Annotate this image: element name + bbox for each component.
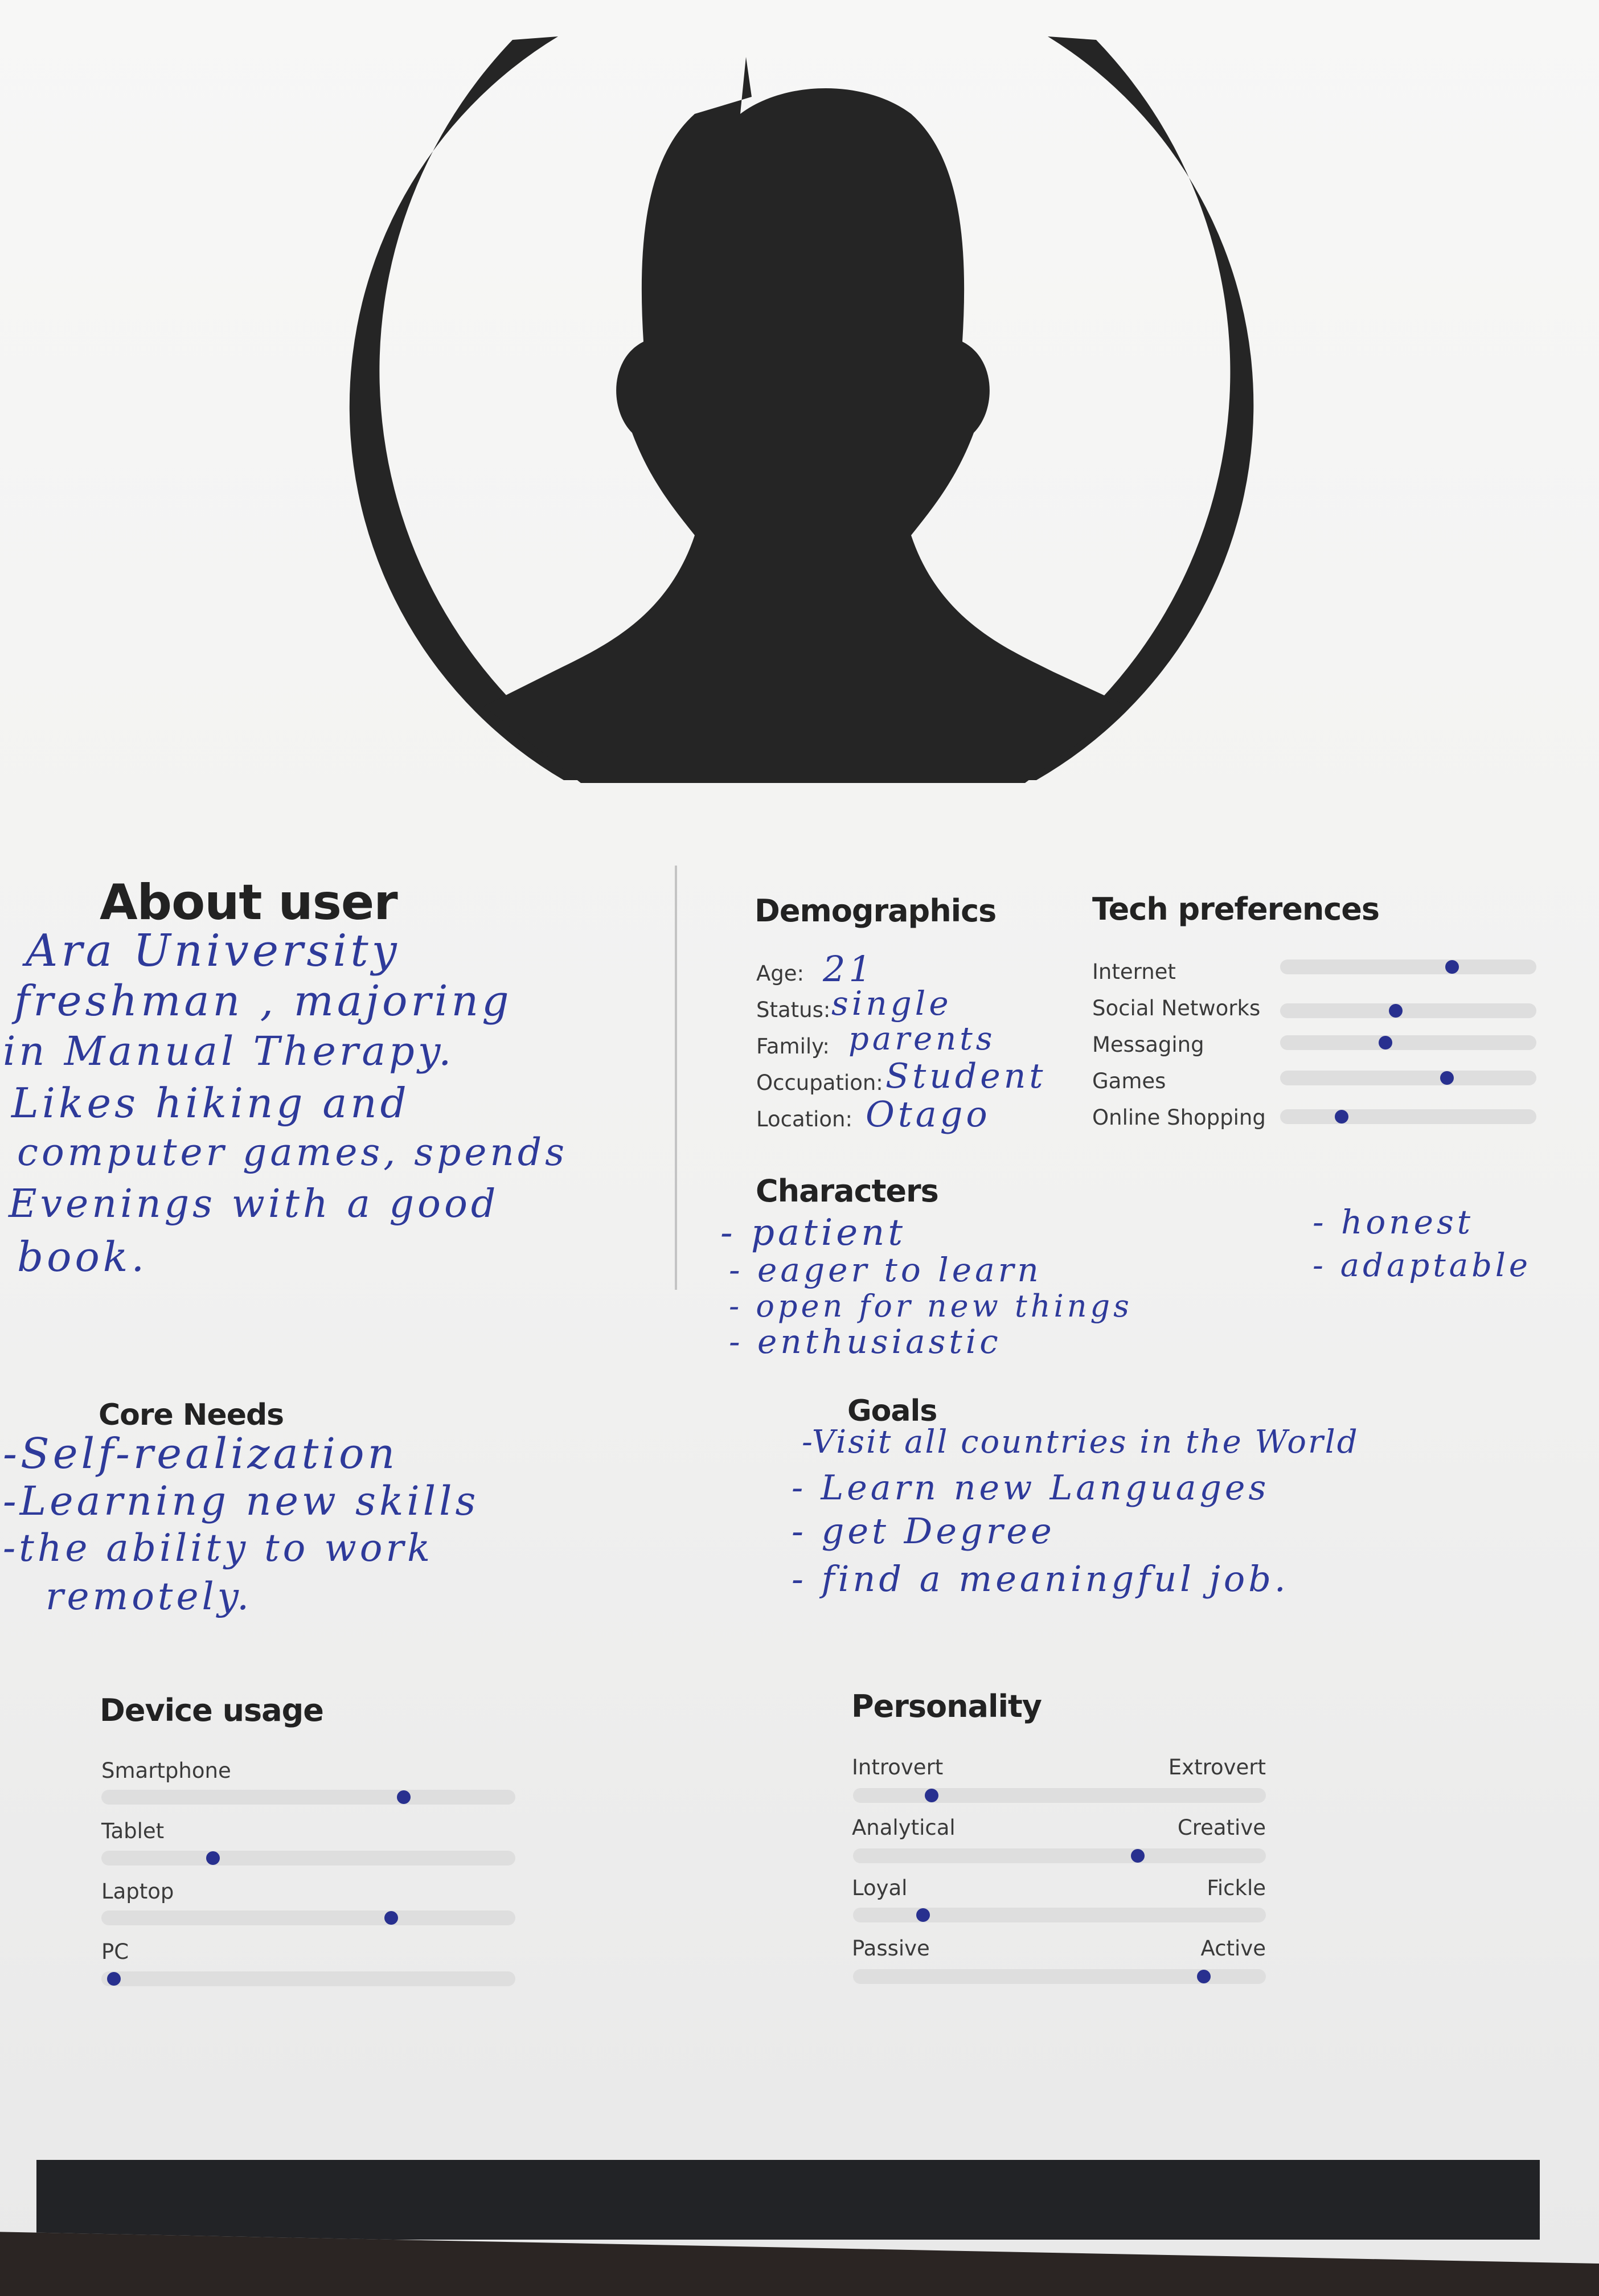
loyal-fickle-slider (853, 1908, 1266, 1922)
characters-title: Characters (756, 1173, 939, 1209)
slider-knob (384, 1911, 398, 1925)
about-line: Ara University (26, 925, 400, 977)
games-slider (1280, 1071, 1536, 1085)
slider-knob (916, 1908, 930, 1922)
character-item: - honest (1313, 1203, 1474, 1241)
family-label: Family: (756, 1034, 830, 1059)
pc-slider (101, 1971, 515, 1986)
about-line: Likes hiking and (11, 1079, 410, 1127)
core-needs-title: Core Needs (99, 1398, 284, 1432)
location-label: Location: (756, 1107, 852, 1131)
smartphone-slider (101, 1790, 515, 1805)
trait-left-label: Passive (852, 1936, 930, 1961)
slider-knob (106, 1972, 121, 1986)
about-line: computer games, spends (17, 1130, 568, 1174)
tech-label: Messaging (1092, 1032, 1204, 1057)
slider-knob (1335, 1110, 1348, 1124)
analytical-creative-slider (853, 1848, 1266, 1863)
slider-knob (1445, 960, 1459, 974)
internet-slider (1280, 960, 1536, 974)
goal-item: - get Degree (792, 1510, 1055, 1552)
occupation-value: Student (885, 1056, 1047, 1096)
status-value: single (831, 984, 952, 1023)
about-line: Evenings with a good (9, 1182, 499, 1227)
goal-item: -Visit all countries in the World (802, 1424, 1359, 1461)
about-line: book. (17, 1233, 148, 1281)
about-line: freshman , majoring (14, 977, 512, 1026)
slider-knob (924, 1789, 938, 1802)
occupation-label: Occupation: (756, 1071, 883, 1095)
location-value: Otago (866, 1093, 991, 1135)
slider-knob (1388, 1004, 1403, 1018)
core-need-item: -the ability to work (3, 1526, 434, 1570)
trait-right-label: Active (1200, 1936, 1266, 1961)
about-line: in Manual Therapy. (3, 1028, 455, 1075)
device-label: Smartphone (101, 1758, 231, 1783)
slider-knob (1440, 1071, 1454, 1085)
device-usage-title: Device usage (100, 1692, 324, 1728)
family-value: parents (848, 1020, 996, 1057)
slider-knob (1197, 1970, 1211, 1983)
tablet-slider (101, 1851, 515, 1866)
core-need-item: -Self-realization (3, 1429, 399, 1478)
trait-right-label: Fickle (1207, 1876, 1266, 1900)
age-value: 21 (823, 948, 875, 990)
tech-label: Internet (1092, 960, 1176, 984)
laptop-slider (101, 1910, 515, 1925)
core-need-item: remotely. (46, 1575, 253, 1618)
online-shopping-slider (1280, 1109, 1536, 1124)
social-networks-slider (1280, 1003, 1536, 1018)
tech-label: Social Networks (1092, 996, 1261, 1020)
about-user-title: About user (100, 874, 398, 931)
goal-item: - Learn new Languages (792, 1468, 1270, 1508)
age-label: Age: (756, 961, 805, 986)
goals-title: Goals (847, 1394, 937, 1428)
slider-knob (1131, 1849, 1145, 1863)
character-item: - adaptable (1313, 1247, 1531, 1284)
device-label: Laptop (101, 1879, 174, 1904)
messaging-slider (1280, 1035, 1536, 1050)
character-item: - patient (720, 1212, 907, 1254)
tech-preferences-title: Tech preferences (1092, 891, 1380, 927)
trait-left-label: Analytical (852, 1815, 956, 1840)
passive-active-slider (853, 1969, 1266, 1984)
trait-left-label: Loyal (852, 1876, 908, 1900)
trait-right-label: Extrovert (1168, 1755, 1266, 1780)
trait-left-label: Introvert (852, 1755, 944, 1780)
device-label: Tablet (101, 1819, 165, 1843)
tech-label: Online Shopping (1092, 1105, 1266, 1130)
device-label: PC (101, 1940, 129, 1964)
slider-knob (1378, 1036, 1392, 1049)
trait-right-label: Creative (1177, 1815, 1266, 1840)
tech-label: Games (1092, 1069, 1166, 1093)
personality-title: Personality (851, 1688, 1042, 1724)
character-item: - eager to learn (729, 1250, 1042, 1289)
character-item: - open for new things (729, 1288, 1133, 1324)
slider-knob (396, 1790, 411, 1804)
goal-item: - find a meaningful job. (792, 1558, 1289, 1600)
demographics-title: Demographics (755, 893, 997, 929)
character-item: - enthusiastic (729, 1322, 1002, 1361)
footer-bar (36, 2160, 1540, 2240)
core-need-item: -Learning new skills (3, 1478, 479, 1524)
slider-knob (206, 1851, 220, 1865)
status-label: Status: (756, 998, 831, 1022)
introvert-extrovert-slider (853, 1788, 1266, 1803)
user-silhouette-icon (296, 23, 1310, 786)
vertical-divider (675, 866, 677, 1290)
